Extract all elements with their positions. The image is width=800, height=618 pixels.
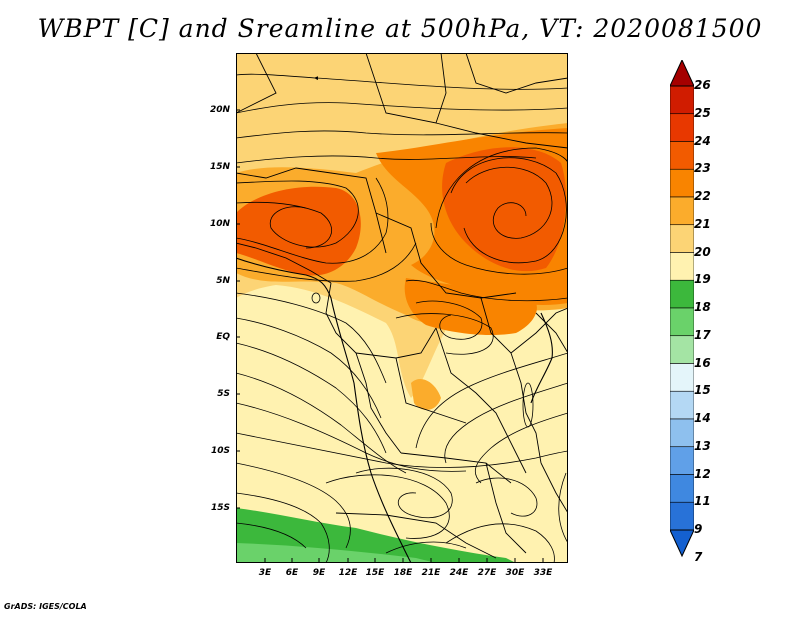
lon-label-30e: 30E: [505, 568, 525, 578]
colorbar-label: 16: [694, 355, 711, 370]
colorbar-label: 12: [694, 466, 711, 481]
colorbar-label: 13: [694, 438, 711, 453]
colorbar-label: 19: [694, 272, 711, 287]
lon-label-21e: 21E: [421, 568, 441, 578]
colorbar-bottom-arrow: [670, 529, 694, 558]
wbpt-field-17: [236, 543, 436, 563]
island: [311, 292, 321, 304]
lat-label-5n: 5N: [216, 276, 230, 286]
chart-title: WBPT [C] and Sreamline at 500hPa, VT: 20…: [37, 14, 763, 43]
colorbar-cell: [670, 474, 694, 503]
tick-marks: [236, 109, 544, 563]
lat-label-15n: 15N: [209, 162, 230, 172]
lat-label-10s: 10S: [210, 446, 230, 456]
colorbar-label: 24: [694, 133, 711, 148]
lat-label-eq: EQ: [216, 332, 230, 342]
colorbar-cell: [670, 113, 694, 142]
colorbar-label: 25: [694, 105, 711, 120]
lon-label-12e: 12E: [338, 568, 358, 578]
lon-label-3e: 3E: [258, 568, 272, 578]
map-panel: [236, 53, 568, 563]
colorbar-cell: [670, 141, 694, 170]
lon-label-9e: 9E: [312, 568, 326, 578]
colorbar-cell: [670, 307, 694, 337]
lon-label-24e: 24E: [449, 568, 469, 578]
colorbar-cell: [670, 390, 694, 420]
colorbar-cell: [670, 252, 694, 281]
lake: [522, 382, 534, 428]
wbpt-field-21-patch: [411, 378, 441, 410]
colorbar-cell: [670, 85, 694, 115]
country-borders: [236, 53, 568, 559]
lat-label-20n: 20N: [209, 105, 230, 115]
colorbar-label: 11: [694, 494, 711, 509]
colorbar-label: 15: [694, 383, 711, 398]
map-svg: [236, 53, 568, 563]
colorbar-label: 14: [694, 411, 711, 425]
colorbar-label: 23: [694, 161, 711, 176]
colorbar-label: 18: [694, 300, 711, 314]
wbpt-field-22-central: [404, 278, 537, 336]
colorbar-cell: [670, 501, 694, 531]
colorbar-label: 9: [694, 522, 703, 536]
lon-label-6e: 6E: [285, 568, 299, 578]
colorbar-cell: [670, 335, 694, 364]
footer-credit: GrADS: IGES/COLA: [4, 602, 87, 611]
colorbar-label: 7: [694, 549, 703, 564]
colorbar-cell: [670, 418, 694, 448]
colorbar-cell: [670, 168, 694, 198]
colorbar-label: 26: [694, 78, 711, 92]
lon-label-18e: 18E: [393, 568, 413, 578]
coastline: [236, 257, 553, 563]
colorbar: [670, 60, 694, 558]
lat-label-10n: 10N: [209, 219, 230, 229]
lat-label-15s: 15S: [210, 503, 230, 513]
colorbar-cell: [670, 446, 694, 475]
lat-label-5s: 5S: [217, 389, 230, 399]
colorbar-cell: [670, 363, 694, 392]
colorbar-label: 20: [694, 244, 711, 259]
wbpt-field-22-west: [236, 186, 361, 276]
colorbar-label: 22: [694, 189, 711, 203]
colorbar-top-arrow: [670, 60, 694, 87]
map-frame: [236, 53, 568, 563]
colorbar-cell: [670, 196, 694, 226]
colorbar-cell: [670, 224, 694, 253]
wbpt-field-23-east: [442, 147, 566, 272]
streamlines: [236, 73, 568, 563]
colorbar-cell: [670, 279, 694, 309]
colorbar-label: 17: [694, 327, 711, 342]
lon-label-27e: 27E: [477, 568, 497, 578]
lon-label-33e: 33E: [533, 568, 553, 578]
colorbar-label: 21: [694, 216, 711, 231]
lon-label-15e: 15E: [365, 568, 385, 578]
